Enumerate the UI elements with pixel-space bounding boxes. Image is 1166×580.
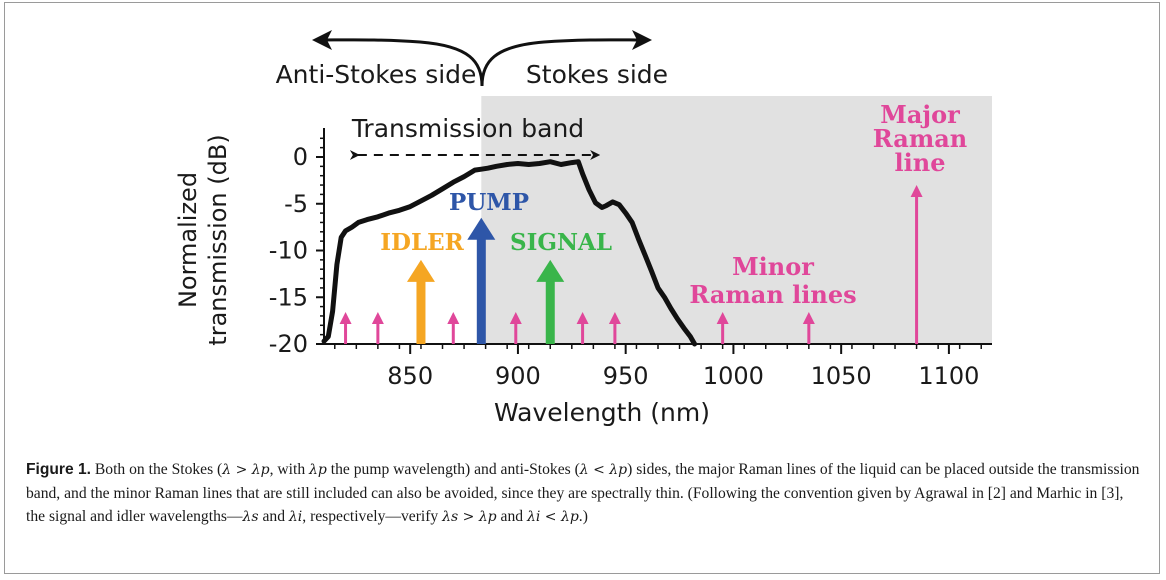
caption-text-9: and xyxy=(496,508,527,525)
caption-text-4: ) sides, the major Raman lines of the li… xyxy=(26,461,1140,502)
major-raman-label-line3: line xyxy=(895,148,946,177)
y-tick-label: -5 xyxy=(284,190,308,218)
math-anti-stokes: λ < λp xyxy=(579,462,628,478)
caption-text-10: .) xyxy=(578,508,588,525)
y-tick-label: -20 xyxy=(269,330,308,358)
wave-arrows xyxy=(406,217,565,344)
major-raman-label-line1: Major xyxy=(880,100,960,129)
minor-raman-line-head xyxy=(339,312,352,324)
citation-2[interactable]: [2] xyxy=(987,485,1006,502)
major-raman-label-line2: Raman xyxy=(873,124,967,153)
y-axis-title-line2: transmission (dB) xyxy=(204,134,232,345)
anti-stokes-side-label: Anti-Stokes side xyxy=(276,60,477,89)
idler-arrow-shaft xyxy=(416,277,426,344)
caption-text-1: Both on the Stokes ( xyxy=(94,461,223,478)
transmission-band-label: Transmission band xyxy=(351,114,584,143)
idler-arrowhead xyxy=(406,259,435,282)
stokes-side-label: Stokes side xyxy=(526,60,668,89)
caption-text-2: , with xyxy=(269,461,310,478)
math-verify-1: λs > λp xyxy=(442,509,497,525)
pump-label: PUMP xyxy=(449,189,529,216)
idler-label: IDLER xyxy=(380,229,464,256)
axis-ticks: 0 -5 -10 -15 -20 850 900 950 1000 1050 1100 xyxy=(269,137,982,390)
stokes-arrowhead xyxy=(632,30,652,50)
math-lambda-s: λs xyxy=(242,509,259,525)
figure-plot: Anti-Stokes side Stokes side Normalized … xyxy=(174,30,992,427)
caption-text-8: , respectively—verify xyxy=(302,508,443,525)
y-tick-label: 0 xyxy=(293,143,308,171)
y-axis-title-line1: Normalized xyxy=(174,172,202,308)
minor-raman-line-head xyxy=(576,312,589,324)
pump-arrow-shaft xyxy=(476,235,486,344)
citation-3[interactable]: [3] xyxy=(1101,485,1120,502)
minor-raman-line-head xyxy=(802,312,815,324)
pump-arrowhead xyxy=(467,217,496,240)
x-tick-label: 1100 xyxy=(918,362,979,390)
x-tick-label: 950 xyxy=(603,362,649,390)
math-stokes: λ > λp xyxy=(222,462,270,478)
figure-caption: Figure 1. Both on the Stokes (λ > λp, wi… xyxy=(26,458,1146,529)
figure-number: Figure 1. xyxy=(26,461,91,478)
minor-raman-label-line2: Raman lines xyxy=(689,280,856,309)
x-tick-label: 1050 xyxy=(811,362,872,390)
minor-raman-line-head xyxy=(608,312,621,324)
math-lambda-i: λi xyxy=(288,509,303,525)
caption-text-5: and Marhic in xyxy=(1005,485,1102,502)
minor-raman-label-line1: Minor xyxy=(732,252,814,281)
x-axis-title: Wavelength (nm) xyxy=(494,398,710,427)
anti-stokes-direction-arrow xyxy=(317,38,484,87)
signal-label: SIGNAL xyxy=(510,229,612,256)
math-verify-2: λi < λp xyxy=(526,509,579,525)
y-tick-label: -10 xyxy=(269,237,308,265)
x-tick-label: 850 xyxy=(387,362,433,390)
minor-raman-line-head xyxy=(371,312,384,324)
minor-raman-line-head xyxy=(447,312,460,324)
minor-raman-line-head xyxy=(509,312,522,324)
x-tick-label: 900 xyxy=(495,362,541,390)
y-tick-label: -15 xyxy=(269,283,308,311)
signal-arrowhead xyxy=(536,259,565,282)
major-raman-line-head xyxy=(910,185,923,197)
math-lambda-p: λp xyxy=(309,462,327,478)
signal-arrow-shaft xyxy=(545,277,555,344)
transmission-curve xyxy=(321,159,698,347)
caption-text-3: the pump wavelength) and anti-Stokes ( xyxy=(326,461,580,478)
anti-stokes-arrowhead xyxy=(312,30,332,50)
caption-text-7: and xyxy=(258,508,289,525)
raman-lines xyxy=(339,185,923,344)
caption-text-6: , the signal and idler wavelengths— xyxy=(26,485,1124,525)
stokes-direction-arrow xyxy=(480,38,647,87)
x-tick-label: 1000 xyxy=(703,362,764,390)
stokes-shaded-region xyxy=(481,96,992,344)
minor-raman-line-head xyxy=(716,312,729,324)
